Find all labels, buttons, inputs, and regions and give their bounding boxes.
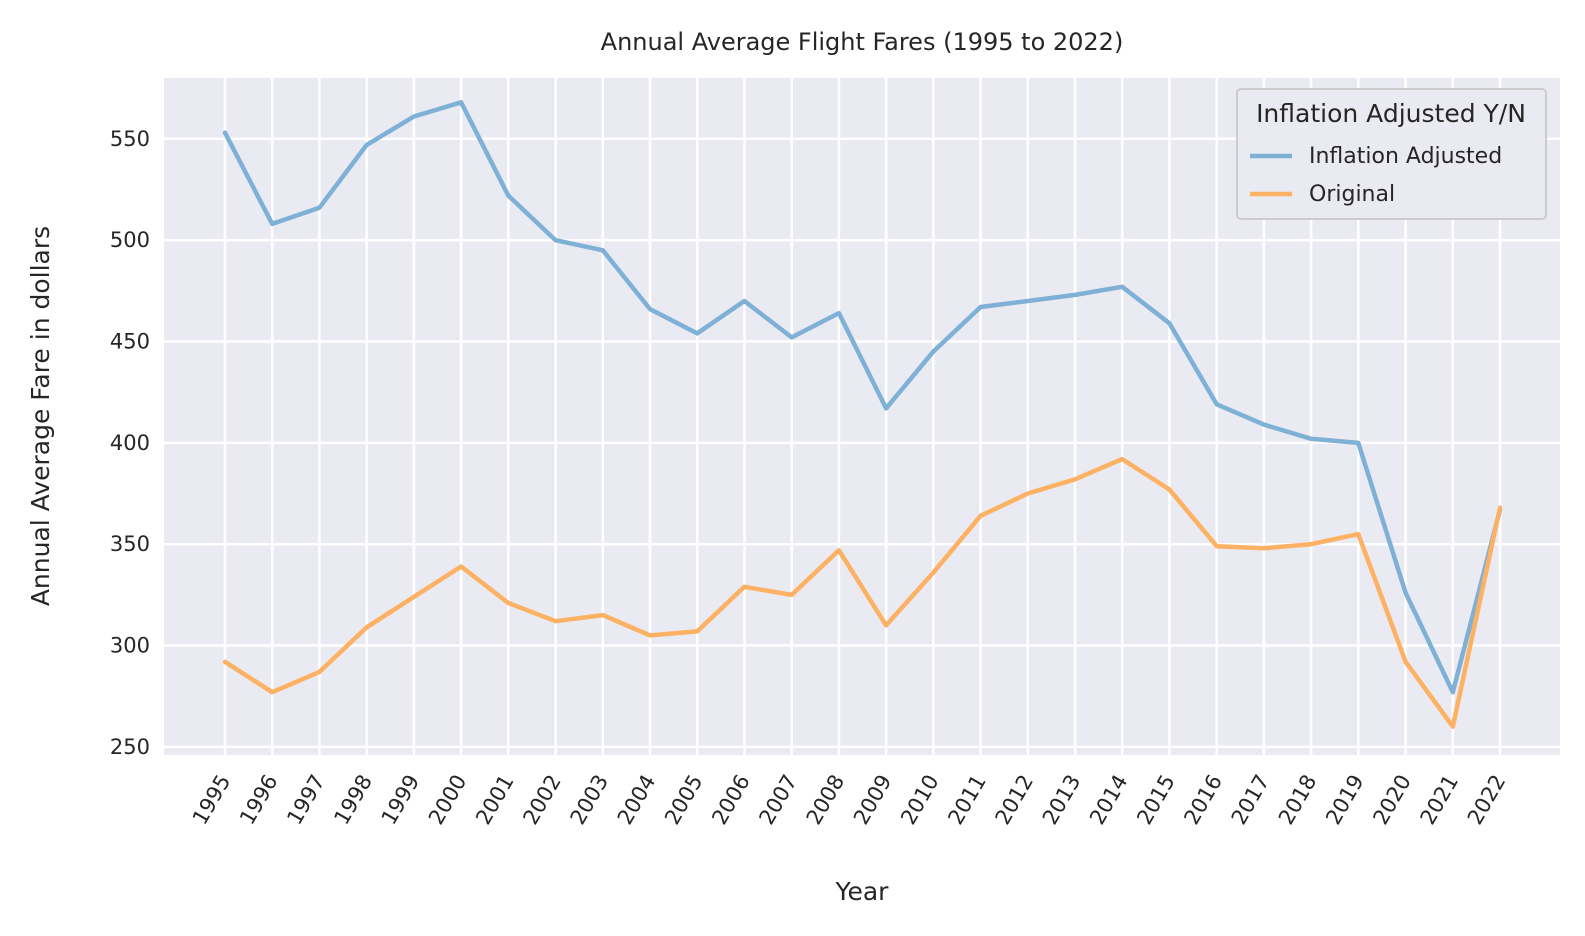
legend: Inflation Adjusted Y/N Inflation Adjuste… — [1236, 88, 1547, 220]
y-tick-label: 250 — [110, 735, 150, 759]
x-tick-label: 2017 — [1227, 771, 1275, 829]
x-tick-label: 1997 — [282, 771, 330, 829]
y-axis-label: Annual Average Fare in dollars — [26, 226, 55, 606]
legend-box — [1236, 88, 1547, 220]
x-tick-label: 2000 — [424, 771, 472, 829]
x-tick-label: 2009 — [849, 771, 897, 829]
chart-title: Annual Average Flight Fares (1995 to 202… — [601, 28, 1124, 56]
x-tick-label: 2019 — [1321, 771, 1369, 829]
series-line — [222, 456, 1503, 729]
y-tick-label: 400 — [110, 431, 150, 455]
x-tick-label: 2016 — [1179, 771, 1227, 829]
legend-title: Inflation Adjusted Y/N — [1256, 99, 1526, 128]
x-tick-label: 2005 — [660, 771, 708, 829]
y-tick-label: 500 — [110, 228, 150, 252]
x-tick-label: 2010 — [896, 771, 944, 829]
x-tick-label: 2012 — [991, 771, 1039, 829]
x-axis-label: Year — [835, 877, 890, 906]
x-tick-label: 2020 — [1368, 771, 1416, 829]
x-tick-label: 2002 — [518, 771, 566, 829]
x-tick-labels: 1995 1996 1997 1998 1999 2000 2001 2002 2003 2004… — [188, 771, 1511, 829]
legend-entry: Original — [1309, 182, 1395, 207]
x-tick-label: 2004 — [613, 771, 661, 829]
y-tick-label: 450 — [110, 330, 150, 354]
x-tick-label: 2006 — [707, 771, 755, 829]
x-tick-label: 2015 — [1132, 771, 1180, 829]
x-tick-label: 2001 — [471, 771, 519, 829]
x-tick-label: 1996 — [235, 771, 283, 829]
x-tick-label: 2014 — [1085, 771, 1133, 829]
x-tick-label: 2003 — [566, 771, 614, 829]
legend-entry: Inflation Adjusted — [1309, 144, 1502, 169]
x-tick-label: 2011 — [943, 771, 991, 829]
series-line — [222, 100, 1503, 695]
x-tick-label: 2021 — [1416, 771, 1464, 829]
x-tick-label: 2018 — [1274, 771, 1322, 829]
x-tick-label: 1998 — [329, 771, 377, 829]
x-tick-label: 1995 — [188, 771, 236, 829]
series-lines — [222, 100, 1503, 729]
y-tick-label: 300 — [110, 634, 150, 658]
y-tick-labels: 250 300 350 400 450 500 550 — [110, 127, 150, 759]
x-tick-label: 1999 — [377, 771, 425, 829]
x-tick-label: 2007 — [754, 771, 802, 829]
y-tick-label: 350 — [110, 532, 150, 556]
x-tick-label: 2022 — [1463, 771, 1511, 829]
x-tick-label: 2008 — [802, 771, 850, 829]
x-tick-label: 2013 — [1038, 771, 1086, 829]
y-tick-label: 550 — [110, 127, 150, 151]
